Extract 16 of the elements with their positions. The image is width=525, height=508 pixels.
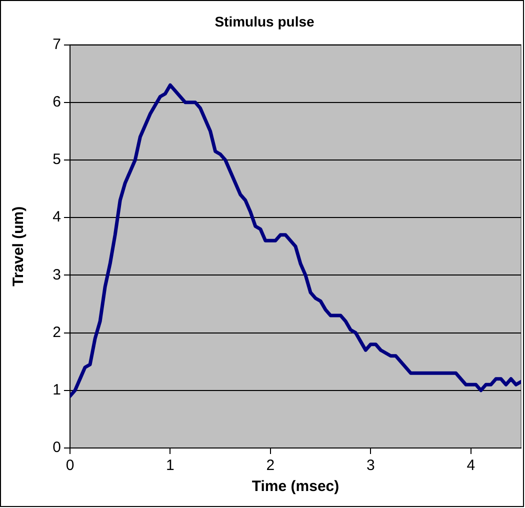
y-tick-label: 5 xyxy=(52,151,61,168)
y-tick-label: 7 xyxy=(52,36,61,53)
y-tick-label: 6 xyxy=(52,94,61,111)
x-axis-title: Time (msec) xyxy=(252,478,340,496)
x-tick-label: 2 xyxy=(266,457,275,474)
y-tick-label: 4 xyxy=(52,208,61,226)
x-tick-label: 1 xyxy=(166,457,174,474)
chart-title: Stimulus pulse xyxy=(214,13,314,30)
y-tick-label: 2 xyxy=(52,324,61,341)
x-tick-label: 0 xyxy=(66,457,74,474)
x-tick-label: 3 xyxy=(366,457,375,474)
y-tick-label: 0 xyxy=(52,439,61,456)
x-tick-label: 4 xyxy=(466,457,476,474)
y-axis-title: Travel (um) xyxy=(10,206,28,286)
y-tick-label: 1 xyxy=(52,382,61,399)
y-tick-label: 3 xyxy=(52,266,61,284)
